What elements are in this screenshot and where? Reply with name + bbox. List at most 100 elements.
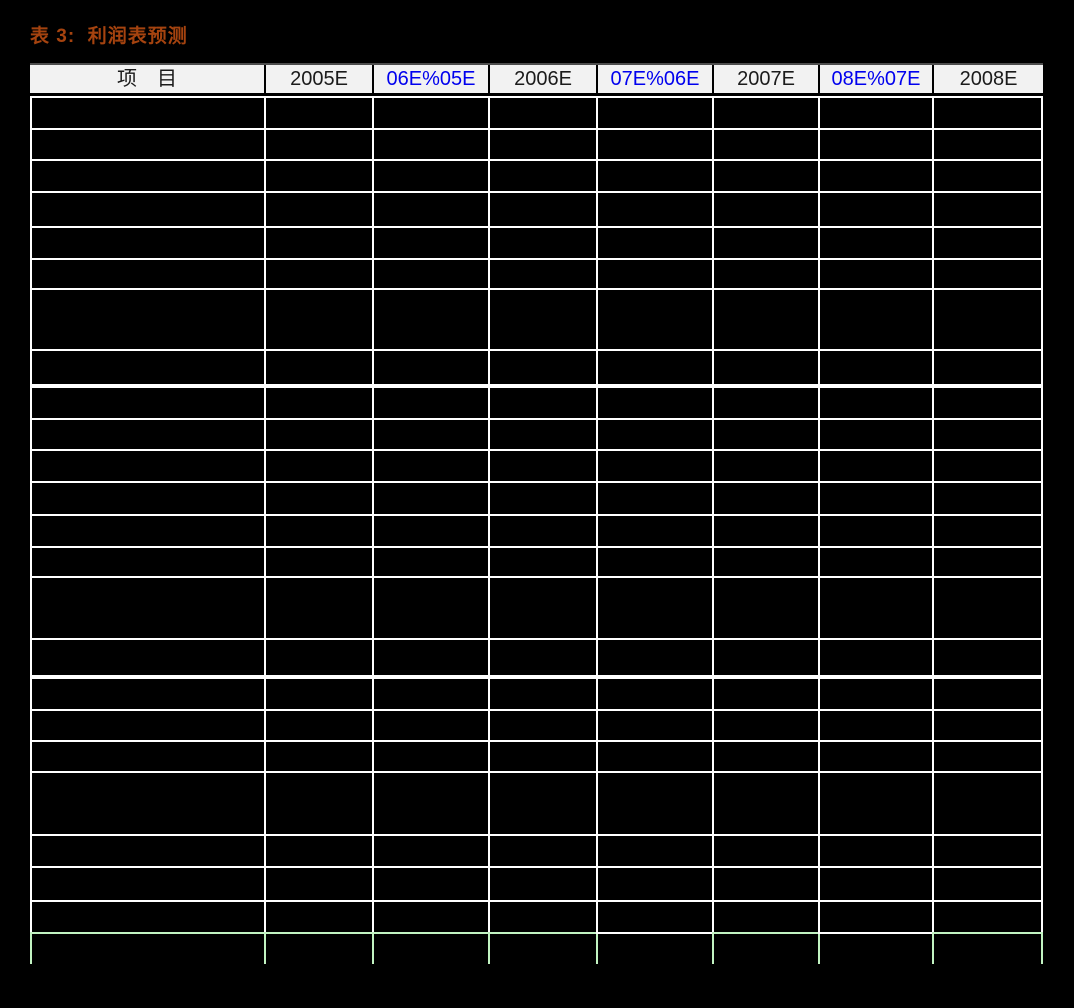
table-cell	[714, 388, 820, 418]
table-row	[32, 193, 1041, 226]
partial-row-cell	[934, 934, 1041, 964]
partial-row	[30, 934, 1043, 964]
table-cell	[934, 836, 1041, 866]
table-cell	[934, 161, 1041, 191]
table-cell	[714, 548, 820, 576]
table-cell	[32, 260, 266, 288]
table-cell	[934, 451, 1041, 481]
table-cell	[934, 483, 1041, 514]
table-cell	[266, 548, 374, 576]
grid-line	[32, 709, 1041, 711]
partial-row-cell	[374, 934, 490, 964]
table-cell	[374, 290, 490, 349]
partial-row-top-segment	[30, 932, 596, 934]
table-cell	[266, 902, 374, 932]
table-cell	[266, 351, 374, 384]
table-cell	[374, 868, 490, 900]
table-cell	[714, 836, 820, 866]
header-cell-2: 06E%05E	[374, 65, 490, 93]
grid-line	[32, 96, 1041, 98]
table-cell	[714, 98, 820, 128]
table-cell	[32, 351, 266, 384]
partial-row-top-segment	[818, 932, 932, 934]
grid-line	[32, 349, 1041, 351]
table-row	[32, 98, 1041, 128]
table-cell	[820, 742, 934, 771]
table-cell	[490, 640, 598, 675]
table-cell	[266, 868, 374, 900]
table-cell	[820, 388, 934, 418]
table-row	[32, 679, 1041, 709]
table-cell	[598, 290, 714, 349]
table-cell	[820, 420, 934, 449]
grid-line	[32, 546, 1041, 548]
table-cell	[490, 161, 598, 191]
table-cell	[374, 193, 490, 226]
table-cell	[598, 679, 714, 709]
table-cell	[266, 483, 374, 514]
partial-row-cell	[490, 934, 598, 964]
table-cell	[32, 548, 266, 576]
grid-line	[32, 866, 1041, 868]
table-cell	[598, 483, 714, 514]
table-cell	[714, 451, 820, 481]
table-cell	[374, 228, 490, 258]
table-cell	[598, 640, 714, 675]
table-cell	[598, 228, 714, 258]
forecast-table: 项 目 2005E 06E%05E 2006E 07E%06E 2007E 08E%07E 2…	[30, 63, 1043, 964]
table-cell	[490, 836, 598, 866]
table-cell	[266, 260, 374, 288]
table-cell	[266, 451, 374, 481]
table-cell	[374, 130, 490, 159]
grid-line	[32, 740, 1041, 742]
table-cell	[934, 578, 1041, 638]
table-cell	[490, 773, 598, 834]
table-cell	[820, 679, 934, 709]
table-cell	[32, 742, 266, 771]
table-cell	[820, 130, 934, 159]
table-cell	[490, 742, 598, 771]
table-cell	[820, 351, 934, 384]
table-cell	[714, 679, 820, 709]
partial-row-top-segment	[932, 932, 1043, 934]
table-cell	[714, 578, 820, 638]
grid-line	[32, 675, 1041, 679]
table-cell	[598, 98, 714, 128]
table-cell	[374, 548, 490, 576]
table-cell	[490, 420, 598, 449]
table-cell	[266, 130, 374, 159]
partial-row-top-line	[30, 932, 1043, 934]
table-cell	[266, 290, 374, 349]
table-cell	[266, 193, 374, 226]
table-cell	[598, 773, 714, 834]
table-cell	[374, 98, 490, 128]
table-cell	[934, 640, 1041, 675]
table-cell	[820, 193, 934, 226]
table-cell	[490, 98, 598, 128]
table-cell	[32, 578, 266, 638]
table-cell	[266, 711, 374, 740]
table-cell	[820, 868, 934, 900]
table-cell	[32, 836, 266, 866]
table-cell	[374, 420, 490, 449]
table-cell	[32, 773, 266, 834]
grid-line	[32, 900, 1041, 902]
table-cell	[490, 868, 598, 900]
table-row	[32, 290, 1041, 349]
table-cell	[374, 578, 490, 638]
table-row	[32, 388, 1041, 418]
header-cell-4: 07E%06E	[598, 65, 714, 93]
table-cell	[598, 420, 714, 449]
table-cell	[934, 516, 1041, 546]
table-cell	[934, 260, 1041, 288]
table-cell	[266, 98, 374, 128]
table-cell	[490, 193, 598, 226]
table-cell	[374, 451, 490, 481]
table-cell	[934, 290, 1041, 349]
table-cell	[714, 161, 820, 191]
partial-row-top-segment	[712, 932, 818, 934]
table-cell	[598, 193, 714, 226]
table-cell	[374, 742, 490, 771]
header-cell-0: 项 目	[30, 65, 266, 93]
table-cell	[374, 483, 490, 514]
